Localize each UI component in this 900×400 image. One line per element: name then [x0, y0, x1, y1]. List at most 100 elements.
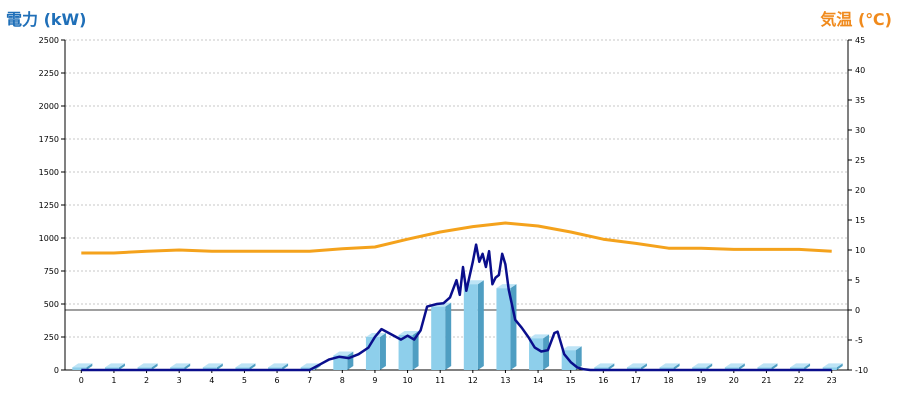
- bar-side: [477, 280, 484, 370]
- x-tick-label: 8: [340, 376, 345, 385]
- left-tick-label: 2000: [39, 102, 59, 111]
- bar-top: [724, 363, 745, 368]
- bar-side: [673, 363, 680, 370]
- power-bar: [431, 306, 446, 370]
- power-bar: [170, 367, 185, 370]
- x-tick-label: 19: [696, 376, 706, 385]
- bar-top: [268, 363, 289, 368]
- power-bar: [496, 288, 511, 370]
- left-tick-label: 750: [44, 267, 59, 276]
- bar-side: [216, 363, 223, 370]
- bar-side: [575, 346, 582, 370]
- left-tick-label: 1000: [39, 234, 59, 243]
- x-tick-label: 12: [468, 376, 478, 385]
- bar-top: [72, 363, 93, 368]
- x-tick-label: 0: [79, 376, 84, 385]
- right-tick-label: 40: [855, 66, 865, 75]
- left-tick-label: 0: [54, 366, 59, 375]
- bar-top: [202, 363, 223, 368]
- bar-side: [86, 363, 93, 370]
- power-demand-line: [81, 243, 832, 372]
- x-tick-label: 15: [566, 376, 576, 385]
- bar-side: [249, 363, 256, 370]
- right-tick-label: 0: [855, 306, 860, 315]
- bar-side: [608, 363, 615, 370]
- bar-top: [529, 334, 550, 339]
- power-bar: [333, 355, 348, 370]
- bar-side: [543, 334, 550, 370]
- x-tick-label: 13: [500, 376, 510, 385]
- x-tick-label: 7: [307, 376, 312, 385]
- left-tick-label: 250: [44, 333, 59, 342]
- bar-top: [235, 363, 256, 368]
- bar-side: [640, 363, 647, 370]
- right-tick-label: 45: [855, 36, 865, 45]
- x-tick-label: 22: [794, 376, 804, 385]
- power-bar: [757, 367, 772, 370]
- power-bar: [790, 367, 805, 370]
- bar-side: [836, 363, 843, 370]
- left-axis-title: 電力 (kW): [6, 10, 87, 29]
- x-tick-label: 20: [729, 376, 739, 385]
- left-tick-label: 1250: [39, 201, 59, 210]
- power-bar: [137, 367, 152, 370]
- x-tick-label: 10: [402, 376, 412, 385]
- x-tick-label: 21: [761, 376, 771, 385]
- power-bar: [724, 367, 739, 370]
- left-tick-label: 2500: [39, 36, 59, 45]
- power-bar: [72, 367, 87, 370]
- temperature-line: [81, 221, 832, 255]
- bar-top: [104, 363, 125, 368]
- bar-side: [184, 363, 191, 370]
- bar-top: [170, 363, 191, 368]
- bar-top: [692, 363, 713, 368]
- x-tick-label: 6: [275, 376, 280, 385]
- right-tick-label: 30: [855, 126, 865, 135]
- power-bar: [268, 367, 283, 370]
- bar-top: [137, 363, 158, 368]
- right-tick-label: -10: [855, 366, 868, 375]
- right-tick-label: 10: [855, 246, 865, 255]
- x-tick-label: 14: [533, 376, 543, 385]
- right-tick-label: -5: [855, 336, 863, 345]
- x-tick-label: 4: [209, 376, 214, 385]
- power-bar: [104, 367, 119, 370]
- right-tick-label: 20: [855, 186, 865, 195]
- power-bar: [398, 335, 413, 370]
- bar-side: [445, 302, 452, 370]
- bar-side: [379, 333, 386, 370]
- power-bar: [692, 367, 707, 370]
- left-tick-label: 500: [44, 300, 59, 309]
- right-axis-title: 気温 (℃): [820, 10, 892, 29]
- bar-side: [118, 363, 125, 370]
- bar-top: [333, 351, 354, 356]
- power-bar: [659, 367, 674, 370]
- x-tick-label: 1: [111, 376, 116, 385]
- power-bar: [202, 367, 217, 370]
- power-bar: [594, 367, 609, 370]
- right-tick-label: 25: [855, 156, 865, 165]
- power-bar: [463, 284, 478, 370]
- x-tick-label: 2: [144, 376, 149, 385]
- left-tick-label: 1500: [39, 168, 59, 177]
- right-tick-label: 15: [855, 216, 865, 225]
- bar-side: [282, 363, 289, 370]
- bar-top: [790, 363, 811, 368]
- x-tick-label: 18: [663, 376, 673, 385]
- bar-top: [561, 346, 582, 351]
- power-bar: [235, 367, 250, 370]
- bar-top: [659, 363, 680, 368]
- power-bar: [300, 367, 315, 370]
- bar-top: [626, 363, 647, 368]
- left-tick-label: 2250: [39, 69, 59, 78]
- x-tick-label: 23: [827, 376, 837, 385]
- x-tick-label: 9: [372, 376, 377, 385]
- x-tick-label: 5: [242, 376, 247, 385]
- bar-top: [398, 331, 419, 336]
- x-tick-label: 16: [598, 376, 608, 385]
- bar-top: [757, 363, 778, 368]
- left-tick-label: 1750: [39, 135, 59, 144]
- power-bar: [822, 367, 837, 370]
- power-bar: [626, 367, 641, 370]
